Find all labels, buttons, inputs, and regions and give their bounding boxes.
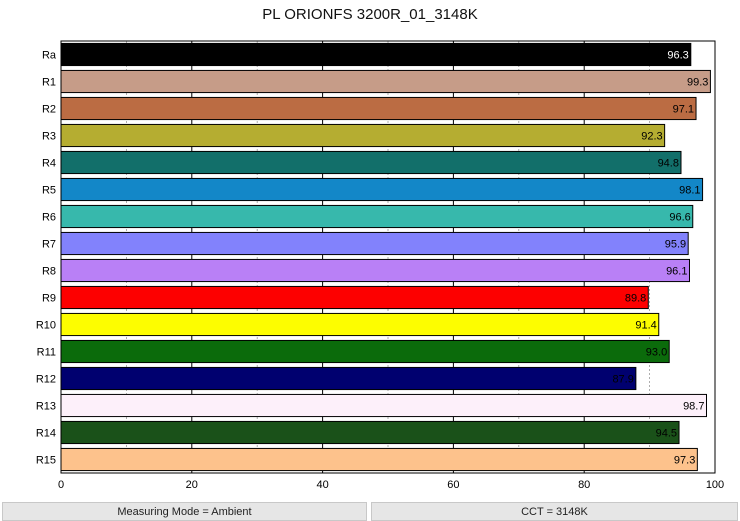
category-label: R6	[42, 212, 56, 224]
category-label: R1	[42, 77, 56, 89]
data-label: 97.1	[673, 104, 694, 116]
data-label: 96.6	[669, 212, 690, 224]
data-label: 96.3	[667, 50, 688, 62]
bar	[60, 420, 680, 445]
data-label: 99.3	[687, 77, 708, 89]
category-label: R11	[37, 347, 56, 359]
category-label: R4	[42, 158, 56, 170]
category-label: R13	[36, 401, 56, 413]
plot-frame	[60, 40, 716, 474]
measuring-mode-status: Measuring Mode = Ambient	[2, 502, 367, 521]
category-label: R9	[42, 293, 56, 305]
data-label: 93.0	[646, 347, 667, 359]
data-label: 87.9	[612, 374, 633, 386]
data-label: 91.4	[635, 320, 656, 332]
bar	[60, 366, 637, 391]
category-label: R7	[42, 239, 56, 251]
bar	[60, 204, 694, 229]
chart-title: PL ORIONFS 3200R_01_3148K	[262, 6, 478, 23]
data-label: 94.5	[656, 428, 677, 440]
x-tick-label: 100	[706, 479, 724, 491]
data-label: 98.7	[683, 401, 704, 413]
category-label: R15	[36, 455, 56, 467]
category-label: R14	[36, 428, 56, 440]
bars	[60, 42, 711, 472]
bar	[60, 258, 690, 283]
data-label: 94.8	[658, 158, 679, 170]
x-tick-label: 0	[58, 479, 64, 491]
category-label: R12	[36, 374, 56, 386]
bar	[60, 177, 704, 202]
x-tick-label: 20	[186, 479, 198, 491]
category-label: R5	[42, 185, 56, 197]
bar	[60, 96, 697, 121]
category-label: R2	[42, 104, 56, 116]
bar	[60, 339, 670, 364]
data-label: 92.3	[641, 131, 662, 143]
x-tick-label: 80	[578, 479, 590, 491]
category-label: R3	[42, 131, 56, 143]
category-label: R8	[42, 266, 56, 278]
x-tick-label: 60	[447, 479, 459, 491]
category-label: R10	[36, 320, 56, 332]
bar	[60, 231, 689, 256]
bar	[60, 42, 692, 67]
bar	[60, 69, 711, 94]
bar	[60, 312, 660, 337]
category-label: Ra	[42, 50, 57, 62]
x-tick-label: 40	[316, 479, 328, 491]
data-label: 97.3	[674, 455, 695, 467]
bar	[60, 285, 649, 310]
bar	[60, 447, 698, 472]
bar	[60, 150, 682, 175]
cct-status: CCT = 3148K	[371, 502, 738, 521]
bar	[60, 393, 707, 418]
data-label: 96.1	[666, 266, 687, 278]
labels: 96.3 Ra 99.3 R1 97.1 R2 92.3 R3 94.8 R4 98.1 R5 96.6…	[36, 50, 724, 492]
data-label: 89.8	[625, 293, 646, 305]
data-label: 98.1	[679, 185, 700, 197]
data-label: 95.9	[665, 239, 686, 251]
bar	[60, 123, 666, 148]
bar-chart: 96.3 Ra 99.3 R1 97.1 R2 92.3 R3 94.8 R4 98.1 R5 96.6…	[36, 40, 724, 492]
